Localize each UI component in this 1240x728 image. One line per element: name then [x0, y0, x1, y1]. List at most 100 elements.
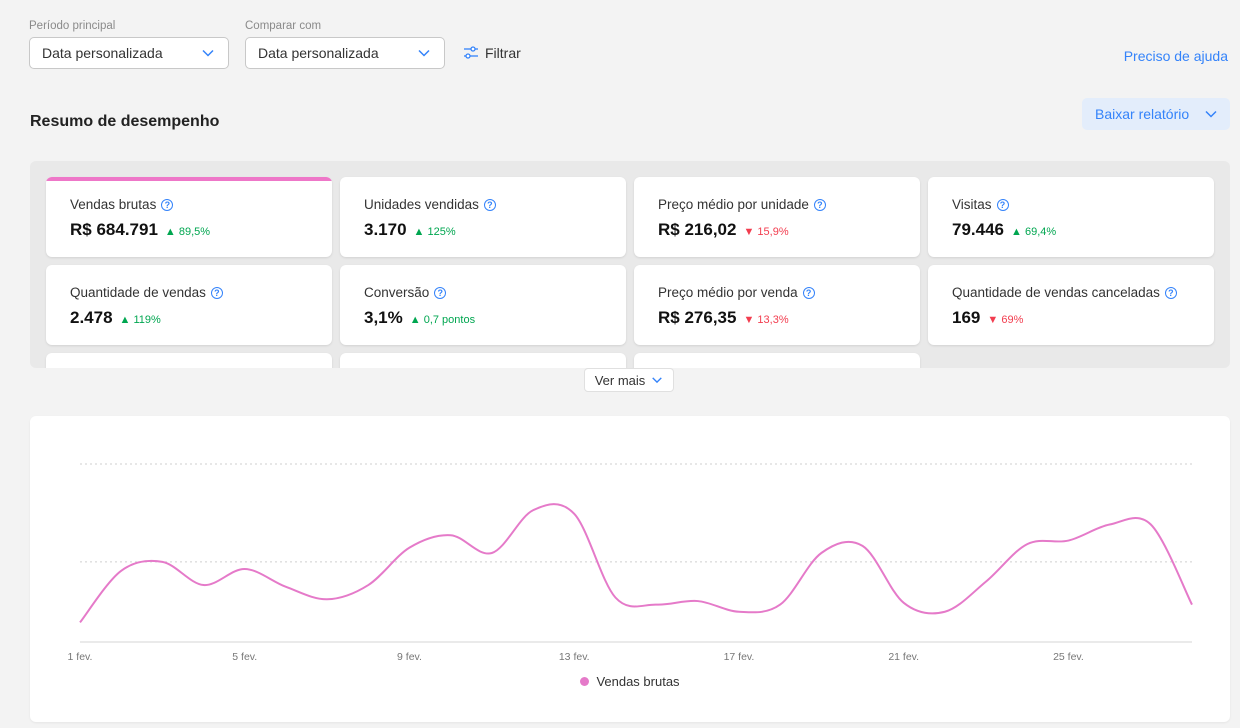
filters-bar: Período principal Data personalizada Com… — [29, 20, 521, 69]
metric-card[interactable]: Vendas brutas? R$ 684.791 ▲ 89,5% — [46, 177, 332, 257]
chart-legend: Vendas brutas — [30, 674, 1230, 689]
help-icon[interactable]: ? — [161, 198, 174, 211]
see-more-button[interactable]: Ver mais — [584, 368, 674, 392]
metric-card[interactable]: Visitas? 79.446 ▲ 69,4% — [928, 177, 1214, 257]
see-more-label: Ver mais — [594, 372, 646, 388]
help-icon[interactable]: ? — [813, 198, 826, 211]
download-report-label: Baixar relatório — [1095, 106, 1190, 122]
metric-value: 2.478 ▲ 119% — [70, 308, 161, 328]
metric-delta-text: 69,4% — [1024, 226, 1057, 238]
metric-label: Conversão? — [364, 285, 447, 300]
metric-value-text: 2.478 — [70, 308, 113, 327]
x-tick-label: 1 fev. — [68, 651, 93, 663]
metric-delta-text: 69% — [1001, 314, 1024, 326]
help-link[interactable]: Preciso de ajuda — [1123, 48, 1228, 64]
metric-delta-text: 15,9% — [757, 226, 789, 238]
metric-delta-text: 89,5% — [178, 226, 211, 238]
compare-field: Comparar com Data personalizada — [245, 20, 445, 69]
main-period-label: Período principal — [29, 20, 116, 32]
triangle-down-icon: ▼ — [743, 314, 755, 326]
x-tick-label: 5 fev. — [232, 651, 257, 663]
triangle-up-icon: ▲ — [1011, 226, 1022, 238]
chevron-down-icon — [202, 49, 214, 57]
metric-value: 79.446 ▲ 69,4% — [952, 220, 1056, 240]
metric-value: 169 ▼ 69% — [952, 308, 1023, 328]
filter-label: Filtrar — [485, 45, 521, 61]
main-period-field: Período principal Data personalizada — [29, 20, 229, 69]
help-icon[interactable]: ? — [996, 198, 1009, 211]
metric-delta: ▼ 69% — [987, 314, 1023, 326]
metric-label-text: Vendas brutas — [70, 197, 157, 212]
help-icon[interactable]: ? — [434, 286, 447, 299]
legend-label: Vendas brutas — [596, 674, 680, 689]
metric-delta-text: 125% — [427, 226, 456, 238]
metric-delta: ▲ 119% — [120, 314, 161, 326]
metric-label-text: Quantidade de vendas — [70, 285, 206, 300]
metric-value: 3.170 ▲ 125% — [364, 220, 456, 240]
triangle-up-icon: ▲ — [119, 314, 131, 326]
metric-label: Visitas? — [952, 197, 1009, 212]
metric-card[interactable]: Unidades vendidas? 3.170 ▲ 125% — [340, 177, 626, 257]
triangle-up-icon: ▲ — [164, 226, 176, 238]
metric-card[interactable]: Preço médio por unidade? R$ 216,02 ▼ 15,9% — [634, 177, 920, 257]
x-tick-label: 13 fev. — [559, 651, 590, 663]
metric-card-hidden — [340, 353, 626, 368]
triangle-down-icon: ▼ — [987, 314, 999, 326]
metrics-panel: Vendas brutas? R$ 684.791 ▲ 89,5% Unidades … — [30, 161, 1230, 368]
filter-button[interactable]: Filtrar — [463, 37, 521, 69]
main-period-select[interactable]: Data personalizada — [29, 37, 229, 69]
metric-delta: ▲ 125% — [414, 226, 456, 238]
metric-delta: ▼ 15,9% — [743, 226, 788, 238]
main-period-value: Data personalizada — [42, 45, 163, 61]
metric-value: R$ 276,35 ▼ 13,3% — [658, 308, 789, 328]
metric-card[interactable]: Quantidade de vendas? 2.478 ▲ 119% — [46, 265, 332, 345]
help-icon[interactable]: ? — [483, 198, 496, 211]
help-icon[interactable]: ? — [1164, 286, 1177, 299]
triangle-down-icon: ▼ — [743, 226, 755, 238]
chevron-down-icon — [418, 49, 430, 57]
gross-sales-chart: 1 fev. 5 fev. 9 fev. 13 fev. 17 fev. 21 fev. 2… — [68, 463, 1193, 663]
metric-card-hidden — [46, 353, 332, 368]
legend-dot — [580, 677, 590, 686]
triangle-up-icon: ▲ — [409, 314, 421, 326]
x-tick-label: 25 fev. — [1053, 651, 1084, 663]
metric-label: Preço médio por unidade? — [658, 197, 826, 212]
metric-card[interactable]: Quantidade de vendas canceladas? 169 ▼ 69% — [928, 265, 1214, 345]
metric-delta: ▲ 0,7 pontos — [410, 314, 475, 326]
metric-delta-text: 0,7 pontos — [423, 314, 476, 326]
compare-label: Comparar com — [245, 20, 322, 32]
metric-delta: ▲ 89,5% — [165, 226, 210, 238]
compare-select[interactable]: Data personalizada — [245, 37, 445, 69]
help-icon[interactable]: ? — [210, 286, 223, 299]
metric-label: Quantidade de vendas canceladas? — [952, 285, 1177, 300]
triangle-up-icon: ▲ — [413, 226, 425, 238]
metric-value-text: R$ 216,02 — [658, 220, 737, 239]
metric-card[interactable]: Conversão? 3,1% ▲ 0,7 pontos — [340, 265, 626, 345]
help-icon[interactable]: ? — [802, 286, 815, 299]
compare-value: Data personalizada — [258, 45, 379, 61]
metric-label-text: Conversão — [364, 285, 430, 300]
metric-card[interactable]: Preço médio por venda? R$ 276,35 ▼ 13,3% — [634, 265, 920, 345]
metric-value-text: 3,1% — [364, 308, 403, 327]
series-line-vendas-brutas[interactable] — [79, 503, 1193, 624]
x-tick-label: 21 fev. — [888, 651, 919, 663]
metric-label-text: Visitas — [952, 197, 992, 212]
x-tick-label: 17 fev. — [724, 651, 755, 663]
metric-value-text: R$ 684.791 — [70, 220, 158, 239]
metric-value: R$ 684.791 ▲ 89,5% — [70, 220, 210, 240]
metric-delta: ▲ 69,4% — [1011, 226, 1056, 238]
chart-card: 1 fev. 5 fev. 9 fev. 13 fev. 17 fev. 21 fev. 2… — [30, 416, 1230, 722]
metric-value-text: 169 — [952, 308, 981, 327]
metric-label-text: Preço médio por venda — [658, 285, 798, 300]
metric-delta-text: 13,3% — [757, 314, 789, 326]
chevron-down-icon — [1205, 110, 1217, 118]
metric-value: 3,1% ▲ 0,7 pontos — [364, 308, 475, 328]
metric-label: Vendas brutas? — [70, 197, 174, 212]
section-title: Resumo de desempenho — [30, 113, 220, 130]
download-report-button[interactable]: Baixar relatório — [1082, 98, 1230, 130]
metric-value: R$ 216,02 ▼ 15,9% — [658, 220, 789, 240]
metric-value-text: 79.446 — [952, 220, 1004, 239]
metric-value-text: R$ 276,35 — [658, 308, 737, 327]
chevron-down-icon — [652, 377, 663, 384]
metric-card-hidden — [634, 353, 920, 368]
